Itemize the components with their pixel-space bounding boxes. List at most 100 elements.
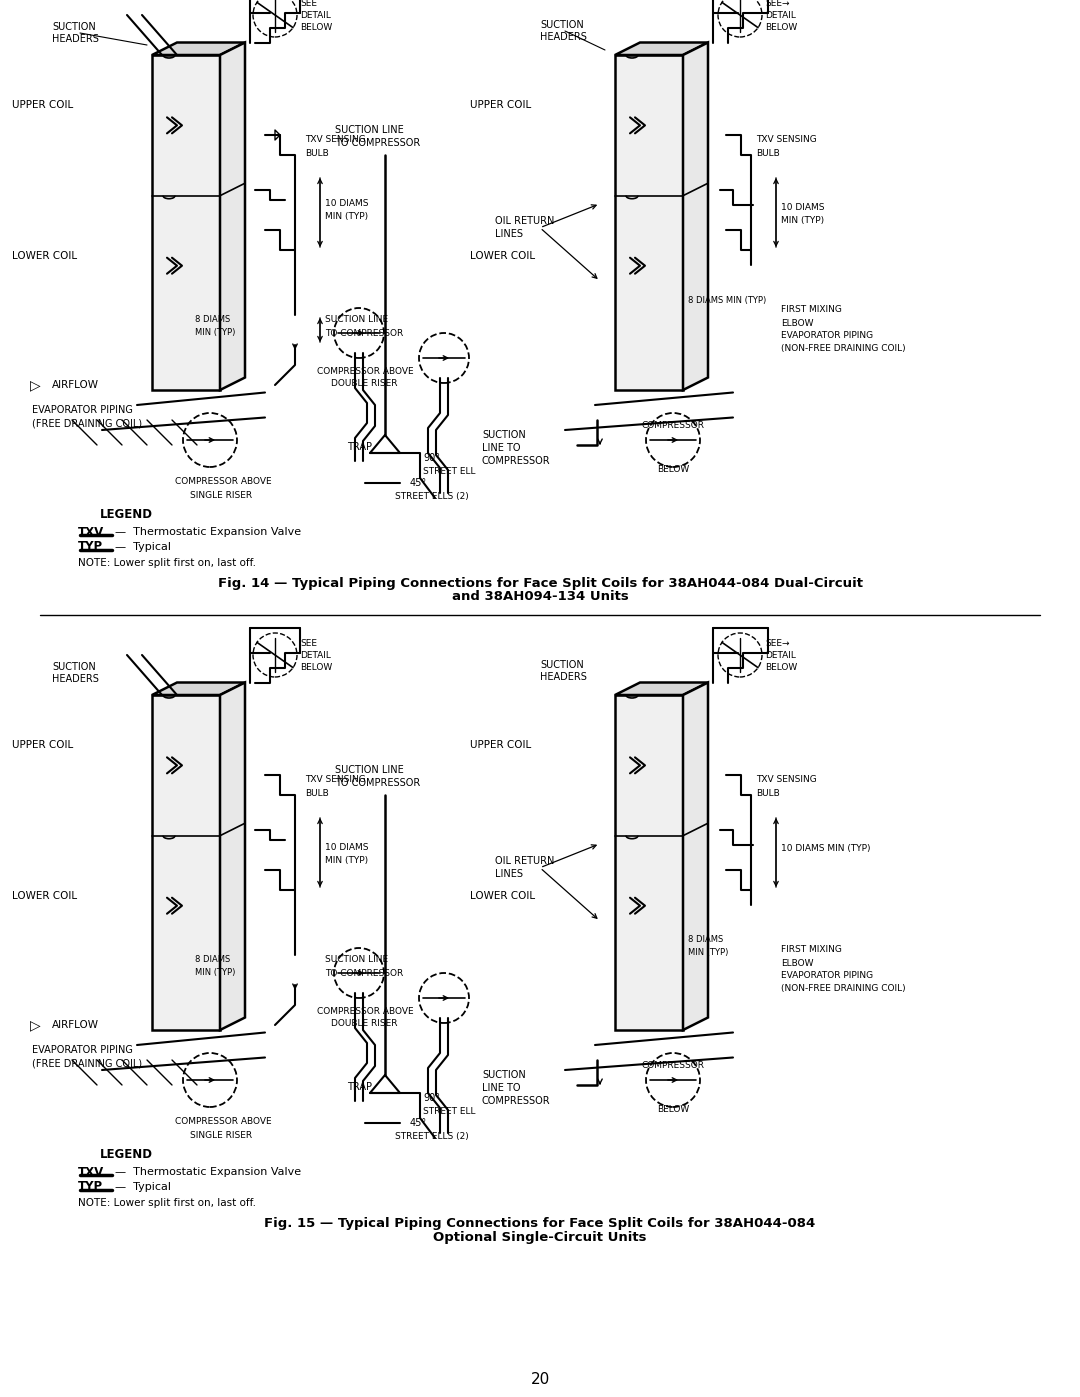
Text: SUCTION: SUCTION xyxy=(482,430,526,440)
Text: LEGEND: LEGEND xyxy=(100,1148,153,1161)
Text: (NON-FREE DRAINING COIL): (NON-FREE DRAINING COIL) xyxy=(781,345,906,353)
Polygon shape xyxy=(152,42,245,54)
Text: TXV SENSING: TXV SENSING xyxy=(756,775,816,785)
Text: TO COMPRESSOR: TO COMPRESSOR xyxy=(325,328,403,338)
Text: SEE: SEE xyxy=(300,0,318,7)
Text: Fig. 14 — Typical Piping Connections for Face Split Coils for 38AH044-084 Dual-C: Fig. 14 — Typical Piping Connections for… xyxy=(217,577,863,590)
Text: Optional Single-Circuit Units: Optional Single-Circuit Units xyxy=(433,1231,647,1243)
Text: SUCTION: SUCTION xyxy=(52,662,96,672)
Text: SUCTION: SUCTION xyxy=(52,22,96,32)
Text: HEADERS: HEADERS xyxy=(540,32,586,42)
Text: BELOW: BELOW xyxy=(657,1105,689,1115)
Text: MIN (TYP): MIN (TYP) xyxy=(781,217,824,225)
Polygon shape xyxy=(615,694,683,1030)
Text: SINGLE RISER: SINGLE RISER xyxy=(190,1130,252,1140)
Text: BULB: BULB xyxy=(756,788,780,798)
Text: 20: 20 xyxy=(530,1372,550,1387)
Text: TXV: TXV xyxy=(78,525,105,538)
Polygon shape xyxy=(220,683,245,1030)
Text: EVAPORATOR PIPING: EVAPORATOR PIPING xyxy=(781,971,873,981)
Text: LOWER COIL: LOWER COIL xyxy=(470,250,535,261)
Text: UPPER COIL: UPPER COIL xyxy=(12,740,73,750)
Text: AIRFLOW: AIRFLOW xyxy=(52,380,99,390)
Text: TXV SENSING: TXV SENSING xyxy=(305,136,366,144)
Text: DETAIL: DETAIL xyxy=(300,11,330,20)
Text: 10 DIAMS MIN (TYP): 10 DIAMS MIN (TYP) xyxy=(781,844,870,852)
Text: TXV SENSING: TXV SENSING xyxy=(305,775,366,785)
Text: SUCTION LINE: SUCTION LINE xyxy=(325,956,388,964)
Text: TRAP: TRAP xyxy=(347,1083,372,1092)
Polygon shape xyxy=(220,42,245,390)
Text: 8 DIAMS: 8 DIAMS xyxy=(195,956,230,964)
Text: NOTE: Lower split first on, last off.: NOTE: Lower split first on, last off. xyxy=(78,1199,256,1208)
Text: OIL RETURN: OIL RETURN xyxy=(495,856,554,866)
Text: SUCTION LINE: SUCTION LINE xyxy=(335,124,404,136)
Text: BELOW: BELOW xyxy=(300,22,333,32)
Text: ▷: ▷ xyxy=(30,379,41,393)
Polygon shape xyxy=(152,694,220,1030)
Text: —  Typical: — Typical xyxy=(114,542,171,552)
Text: SUCTION LINE: SUCTION LINE xyxy=(325,316,388,324)
Text: (NON-FREE DRAINING COIL): (NON-FREE DRAINING COIL) xyxy=(781,985,906,993)
Text: (FREE DRAINING COIL): (FREE DRAINING COIL) xyxy=(32,1058,143,1067)
Text: and 38AH094-134 Units: and 38AH094-134 Units xyxy=(451,591,629,604)
Text: TXV SENSING: TXV SENSING xyxy=(756,136,816,144)
Text: SEE→: SEE→ xyxy=(765,0,789,7)
Text: ELBOW: ELBOW xyxy=(781,958,813,968)
Text: 90°: 90° xyxy=(423,1092,440,1104)
Text: TRAP: TRAP xyxy=(347,441,372,453)
Text: SUCTION: SUCTION xyxy=(482,1070,526,1080)
Text: COMPRESSOR: COMPRESSOR xyxy=(482,455,551,467)
Text: BULB: BULB xyxy=(756,148,780,158)
Text: LINES: LINES xyxy=(495,229,523,239)
Text: TXV: TXV xyxy=(78,1165,105,1179)
Text: LINE TO: LINE TO xyxy=(482,443,521,453)
Text: BULB: BULB xyxy=(305,788,328,798)
Text: BULB: BULB xyxy=(305,148,328,158)
Text: STREET ELLS (2): STREET ELLS (2) xyxy=(395,492,469,500)
Text: DOUBLE RISER: DOUBLE RISER xyxy=(330,380,397,388)
Text: 8 DIAMS: 8 DIAMS xyxy=(195,316,230,324)
Text: SUCTION: SUCTION xyxy=(540,659,584,671)
Text: BELOW: BELOW xyxy=(765,662,797,672)
Text: LINES: LINES xyxy=(495,869,523,879)
Text: BELOW: BELOW xyxy=(765,22,797,32)
Text: ELBOW: ELBOW xyxy=(781,319,813,327)
Text: HEADERS: HEADERS xyxy=(540,672,586,682)
Text: (FREE DRAINING COIL): (FREE DRAINING COIL) xyxy=(32,418,143,427)
Polygon shape xyxy=(152,683,245,694)
Text: 10 DIAMS: 10 DIAMS xyxy=(325,200,368,208)
Text: 8 DIAMS MIN (TYP): 8 DIAMS MIN (TYP) xyxy=(688,296,766,305)
Text: DETAIL: DETAIL xyxy=(300,651,330,659)
Text: —  Typical: — Typical xyxy=(114,1182,171,1192)
Text: —  Thermostatic Expansion Valve: — Thermostatic Expansion Valve xyxy=(114,1166,301,1178)
Text: SUCTION: SUCTION xyxy=(540,20,584,29)
Text: SEE→: SEE→ xyxy=(765,638,789,647)
Text: 10 DIAMS: 10 DIAMS xyxy=(781,204,824,212)
Text: MIN (TYP): MIN (TYP) xyxy=(688,949,728,957)
Text: TYP: TYP xyxy=(78,1180,103,1193)
Text: DOUBLE RISER: DOUBLE RISER xyxy=(330,1020,397,1028)
Text: SINGLE RISER: SINGLE RISER xyxy=(190,490,252,500)
Text: LOWER COIL: LOWER COIL xyxy=(470,891,535,901)
Text: TYP: TYP xyxy=(78,541,103,553)
Text: EVAPORATOR PIPING: EVAPORATOR PIPING xyxy=(32,1045,133,1055)
Text: UPPER COIL: UPPER COIL xyxy=(470,740,531,750)
Text: HEADERS: HEADERS xyxy=(52,673,99,685)
Text: UPPER COIL: UPPER COIL xyxy=(470,101,531,110)
Text: FIRST MIXING: FIRST MIXING xyxy=(781,946,842,954)
Text: LINE TO: LINE TO xyxy=(482,1083,521,1092)
Text: LOWER COIL: LOWER COIL xyxy=(12,250,77,261)
Text: BELOW: BELOW xyxy=(300,662,333,672)
Text: SUCTION LINE: SUCTION LINE xyxy=(335,766,404,775)
Text: LEGEND: LEGEND xyxy=(100,509,153,521)
Text: 10 DIAMS: 10 DIAMS xyxy=(325,844,368,852)
Text: OIL RETURN: OIL RETURN xyxy=(495,215,554,226)
Text: MIN (TYP): MIN (TYP) xyxy=(195,968,235,978)
Text: COMPRESSOR: COMPRESSOR xyxy=(642,420,704,429)
Polygon shape xyxy=(683,683,708,1030)
Text: BELOW: BELOW xyxy=(657,465,689,475)
Text: COMPRESSOR: COMPRESSOR xyxy=(642,1060,704,1070)
Text: DETAIL: DETAIL xyxy=(765,11,796,20)
Polygon shape xyxy=(615,54,683,390)
